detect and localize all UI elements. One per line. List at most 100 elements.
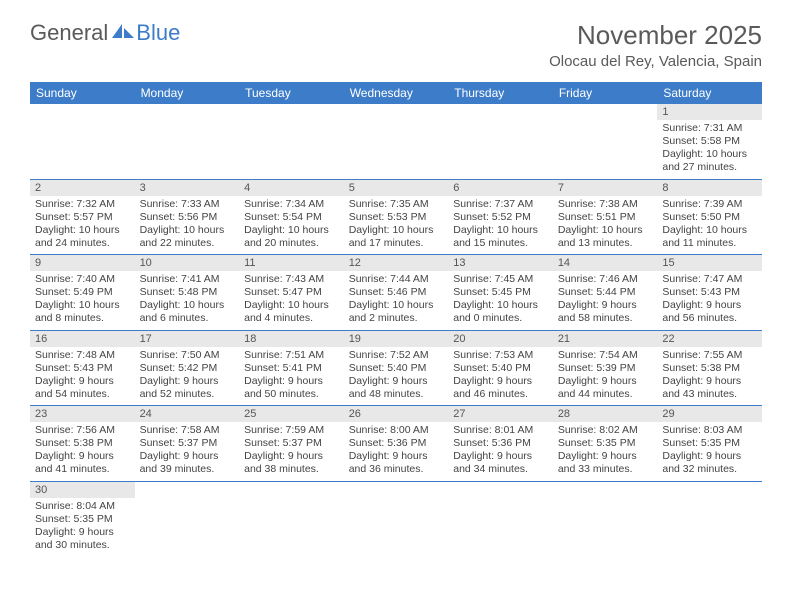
sunset-text: Sunset: 5:54 PM	[244, 211, 339, 224]
daylight-text: Daylight: 9 hours and 33 minutes.	[558, 450, 653, 476]
sunset-text: Sunset: 5:40 PM	[453, 362, 548, 375]
sunset-text: Sunset: 5:36 PM	[349, 437, 444, 450]
day-number: 15	[657, 255, 762, 271]
day-cell: 29Sunrise: 8:03 AMSunset: 5:35 PMDayligh…	[657, 406, 762, 482]
sunset-text: Sunset: 5:51 PM	[558, 211, 653, 224]
day-cell: 10Sunrise: 7:41 AMSunset: 5:48 PMDayligh…	[135, 255, 240, 331]
calendar-row: 16Sunrise: 7:48 AMSunset: 5:43 PMDayligh…	[30, 330, 762, 406]
daylight-text: Daylight: 10 hours and 8 minutes.	[35, 299, 130, 325]
day-cell: 7Sunrise: 7:38 AMSunset: 5:51 PMDaylight…	[553, 179, 658, 255]
daylight-text: Daylight: 9 hours and 32 minutes.	[662, 450, 757, 476]
daylight-text: Daylight: 10 hours and 4 minutes.	[244, 299, 339, 325]
day-cell: 17Sunrise: 7:50 AMSunset: 5:42 PMDayligh…	[135, 330, 240, 406]
sunset-text: Sunset: 5:44 PM	[558, 286, 653, 299]
day-body: Sunrise: 7:41 AMSunset: 5:48 PMDaylight:…	[135, 271, 240, 330]
day-number: 16	[30, 331, 135, 347]
day-body: Sunrise: 7:31 AMSunset: 5:58 PMDaylight:…	[657, 120, 762, 179]
sunset-text: Sunset: 5:43 PM	[35, 362, 130, 375]
day-body: Sunrise: 7:50 AMSunset: 5:42 PMDaylight:…	[135, 347, 240, 406]
sunset-text: Sunset: 5:39 PM	[558, 362, 653, 375]
weekday-header: Saturday	[657, 82, 762, 104]
day-body: Sunrise: 7:46 AMSunset: 5:44 PMDaylight:…	[553, 271, 658, 330]
day-cell: 22Sunrise: 7:55 AMSunset: 5:38 PMDayligh…	[657, 330, 762, 406]
calendar-body: 1Sunrise: 7:31 AMSunset: 5:58 PMDaylight…	[30, 104, 762, 556]
day-cell: 8Sunrise: 7:39 AMSunset: 5:50 PMDaylight…	[657, 179, 762, 255]
sunrise-text: Sunrise: 7:56 AM	[35, 424, 130, 437]
day-number: 10	[135, 255, 240, 271]
day-cell: 28 Sunrise: 8:02 AMSunset: 5:35 PMDayligh…	[553, 406, 658, 482]
sunrise-text: Sunrise: 8:02 AM	[558, 424, 653, 437]
calendar-row: 23Sunrise: 7:56 AMSunset: 5:38 PMDayligh…	[30, 406, 762, 482]
sunrise-text: Sunrise: 7:44 AM	[349, 273, 444, 286]
daylight-text: Daylight: 9 hours and 56 minutes.	[662, 299, 757, 325]
day-number: 11	[239, 255, 344, 271]
day-body: Sunrise: 7:56 AMSunset: 5:38 PMDaylight:…	[30, 422, 135, 481]
day-cell: 6Sunrise: 7:37 AMSunset: 5:52 PMDaylight…	[448, 179, 553, 255]
sunrise-text: Sunrise: 7:37 AM	[453, 198, 548, 211]
empty-cell	[344, 481, 449, 556]
daylight-text: Daylight: 10 hours and 22 minutes.	[140, 224, 235, 250]
day-number: 2	[30, 180, 135, 196]
sunrise-text: Sunrise: 7:39 AM	[662, 198, 757, 211]
empty-cell	[344, 104, 449, 179]
day-cell: 3Sunrise: 7:33 AMSunset: 5:56 PMDaylight…	[135, 179, 240, 255]
day-body: Sunrise: 7:33 AMSunset: 5:56 PMDaylight:…	[135, 196, 240, 255]
day-cell: 20Sunrise: 7:53 AMSunset: 5:40 PMDayligh…	[448, 330, 553, 406]
sunrise-text: Sunrise: 7:35 AM	[349, 198, 444, 211]
sunrise-text: Sunrise: 7:50 AM	[140, 349, 235, 362]
daylight-text: Daylight: 9 hours and 58 minutes.	[558, 299, 653, 325]
day-cell: 2Sunrise: 7:32 AMSunset: 5:57 PMDaylight…	[30, 179, 135, 255]
day-number: 7	[553, 180, 658, 196]
sunset-text: Sunset: 5:35 PM	[558, 437, 653, 450]
day-cell: 5Sunrise: 7:35 AMSunset: 5:53 PMDaylight…	[344, 179, 449, 255]
calendar-table: SundayMondayTuesdayWednesdayThursdayFrid…	[30, 82, 762, 556]
sunset-text: Sunset: 5:38 PM	[35, 437, 130, 450]
empty-cell	[553, 481, 658, 556]
day-body: Sunrise: 7:52 AMSunset: 5:40 PMDaylight:…	[344, 347, 449, 406]
day-number: 22	[657, 331, 762, 347]
day-body: Sunrise: 8:00 AMSunset: 5:36 PMDaylight:…	[344, 422, 449, 481]
day-number: 5	[344, 180, 449, 196]
sunset-text: Sunset: 5:38 PM	[662, 362, 757, 375]
day-body: Sunrise: 7:43 AMSunset: 5:47 PMDaylight:…	[239, 271, 344, 330]
sunset-text: Sunset: 5:47 PM	[244, 286, 339, 299]
sunrise-text: Sunrise: 7:31 AM	[662, 122, 757, 135]
day-cell: 21Sunrise: 7:54 AMSunset: 5:39 PMDayligh…	[553, 330, 658, 406]
day-body: Sunrise: 7:35 AMSunset: 5:53 PMDaylight:…	[344, 196, 449, 255]
day-number: 28	[553, 406, 658, 422]
logo: General Blue	[30, 20, 180, 46]
weekday-header: Friday	[553, 82, 658, 104]
sunrise-text: Sunrise: 7:40 AM	[35, 273, 130, 286]
day-cell: 14Sunrise: 7:46 AMSunset: 5:44 PMDayligh…	[553, 255, 658, 331]
sunrise-text: Sunrise: 8:01 AM	[453, 424, 548, 437]
day-body: Sunrise: 7:54 AMSunset: 5:39 PMDaylight:…	[553, 347, 658, 406]
day-cell: 30Sunrise: 8:04 AMSunset: 5:35 PMDayligh…	[30, 481, 135, 556]
weekday-header: Tuesday	[239, 82, 344, 104]
day-cell: 9Sunrise: 7:40 AMSunset: 5:49 PMDaylight…	[30, 255, 135, 331]
sunrise-text: Sunrise: 7:43 AM	[244, 273, 339, 286]
day-number: 25	[239, 406, 344, 422]
day-body: Sunrise: 7:51 AMSunset: 5:41 PMDaylight:…	[239, 347, 344, 406]
empty-cell	[30, 104, 135, 179]
sunrise-text: Sunrise: 7:34 AM	[244, 198, 339, 211]
weekday-header-row: SundayMondayTuesdayWednesdayThursdayFrid…	[30, 82, 762, 104]
day-number: 23	[30, 406, 135, 422]
sunrise-text: Sunrise: 7:38 AM	[558, 198, 653, 211]
day-body: Sunrise: 7:48 AMSunset: 5:43 PMDaylight:…	[30, 347, 135, 406]
sunset-text: Sunset: 5:37 PM	[140, 437, 235, 450]
sunset-text: Sunset: 5:37 PM	[244, 437, 339, 450]
sunrise-text: Sunrise: 7:41 AM	[140, 273, 235, 286]
sunrise-text: Sunrise: 7:58 AM	[140, 424, 235, 437]
sunrise-text: Sunrise: 8:04 AM	[35, 500, 130, 513]
day-number: 24	[135, 406, 240, 422]
day-body: Sunrise: 7:53 AMSunset: 5:40 PMDaylight:…	[448, 347, 553, 406]
daylight-text: Daylight: 9 hours and 46 minutes.	[453, 375, 548, 401]
calendar-row: 9Sunrise: 7:40 AMSunset: 5:49 PMDaylight…	[30, 255, 762, 331]
sunrise-text: Sunrise: 7:55 AM	[662, 349, 757, 362]
day-number: 30	[30, 482, 135, 498]
daylight-text: Daylight: 10 hours and 27 minutes.	[662, 148, 757, 174]
sunset-text: Sunset: 5:52 PM	[453, 211, 548, 224]
sunset-text: Sunset: 5:43 PM	[662, 286, 757, 299]
daylight-text: Daylight: 10 hours and 2 minutes.	[349, 299, 444, 325]
daylight-text: Daylight: 10 hours and 6 minutes.	[140, 299, 235, 325]
